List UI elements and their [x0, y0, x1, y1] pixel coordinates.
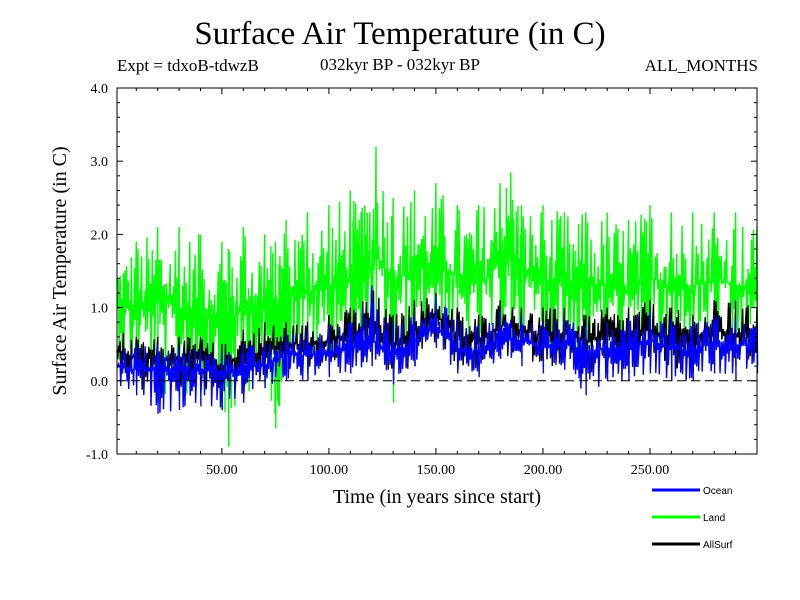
plot-frame [116, 87, 758, 455]
y-tick-label: 1.0 [91, 302, 109, 317]
legend-label-land: Land [703, 513, 725, 524]
y-axis-label: Surface Air Temperature (in C) [49, 146, 71, 395]
axis-ticks [117, 87, 757, 455]
series-line-land [116, 146, 759, 447]
y-tick-label: -1.0 [86, 448, 108, 463]
y-tick-label: 4.0 [91, 82, 109, 97]
chart-title: Surface Air Temperature (in C) [194, 16, 606, 52]
legend-label-ocean: Ocean [703, 486, 732, 497]
x-tick-label: 50.00 [206, 463, 238, 478]
series-layer [116, 146, 759, 447]
legend-label-allsurf: AllSurf [703, 540, 733, 551]
x-tick-label: 200.00 [524, 463, 563, 478]
y-tick-label: 2.0 [91, 228, 109, 243]
x-tick-label: 100.00 [310, 463, 349, 478]
period-label: 032kyr BP - 032kyr BP [320, 55, 480, 74]
y-tick-label: 3.0 [91, 155, 109, 170]
tick-labels: 50.00 100.00 150.00 200.00 250.00 -1.0 0.0 1.0 2… [86, 82, 669, 478]
months-label: ALL_MONTHS [644, 56, 758, 75]
x-axis-label: Time (in years since start) [333, 486, 541, 508]
series-line-ocean [116, 285, 759, 414]
legend: Ocean Land AllSurf [652, 486, 733, 551]
x-tick-label: 150.00 [417, 463, 456, 478]
y-tick-label: 0.0 [91, 375, 109, 390]
x-tick-label: 250.00 [631, 463, 670, 478]
experiment-label: Expt = tdxoB-tdwzB [117, 56, 259, 75]
